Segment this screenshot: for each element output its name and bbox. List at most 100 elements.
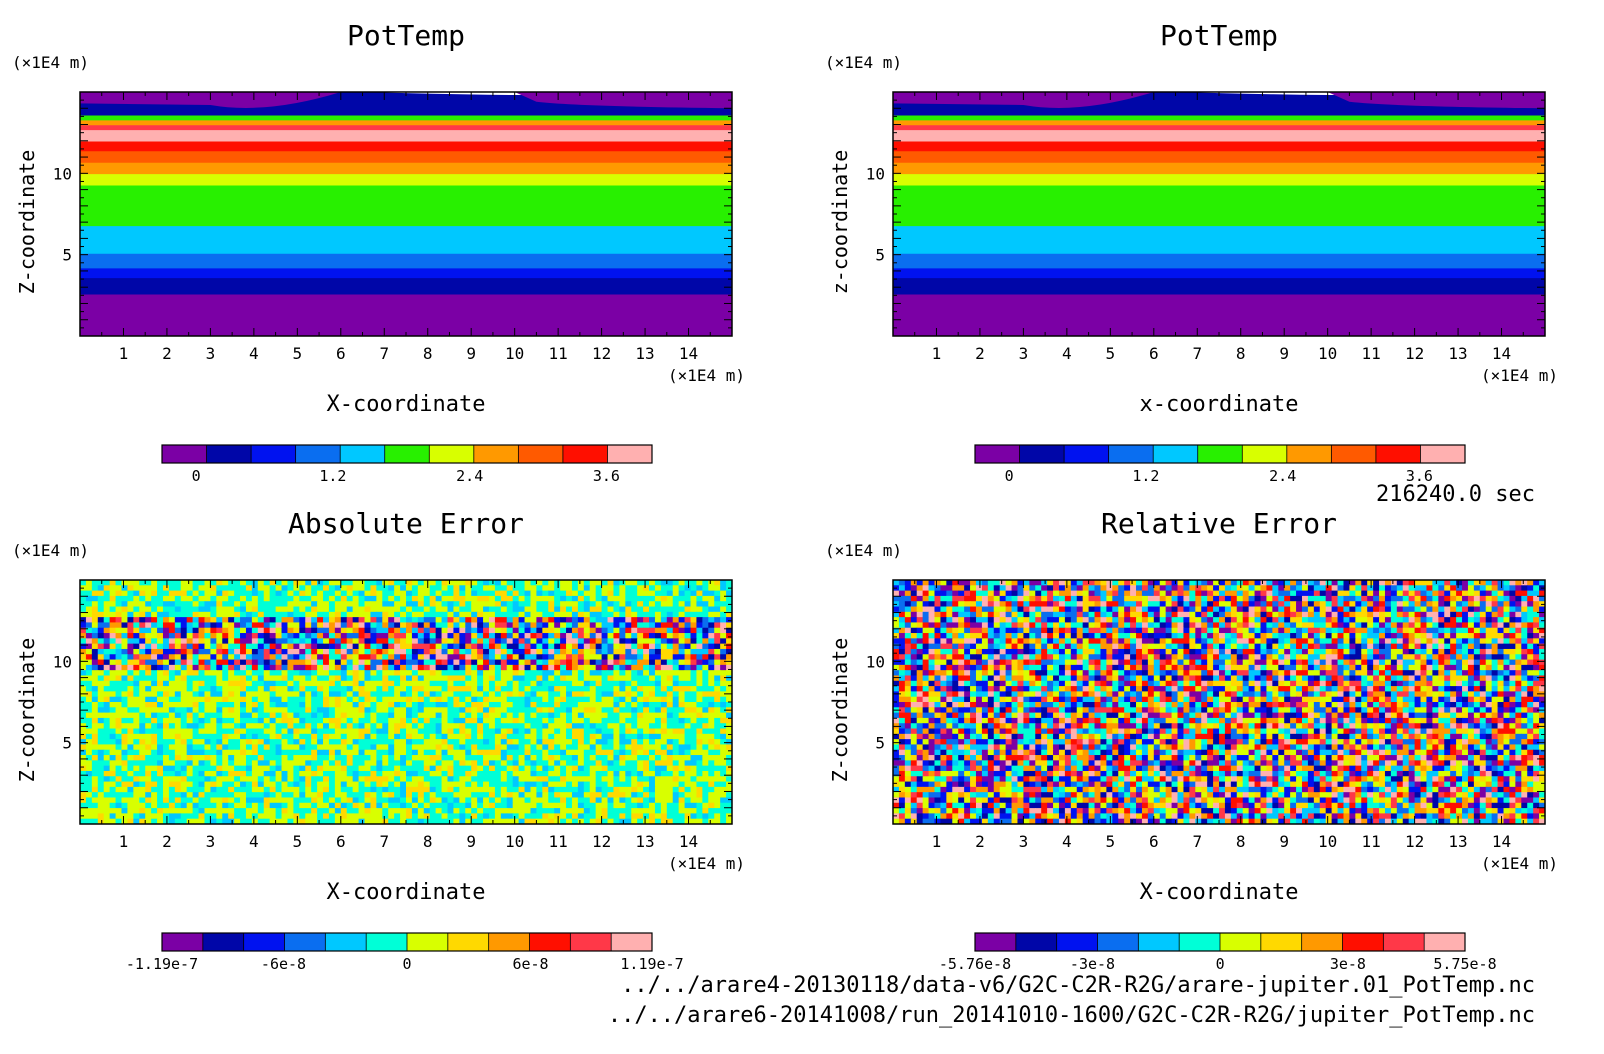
field-cell	[317, 702, 324, 708]
field-cell	[696, 622, 703, 629]
field-cell	[358, 680, 366, 687]
field-cell	[299, 585, 306, 592]
field-cell	[512, 585, 520, 592]
field-cell	[619, 755, 626, 761]
field-cell	[512, 749, 520, 756]
field-cell	[198, 633, 206, 639]
field-cell	[477, 643, 484, 650]
field-cell	[595, 633, 603, 639]
field-cell	[394, 723, 401, 730]
field-cell	[536, 691, 543, 698]
field-cell	[488, 776, 496, 783]
field-cell	[577, 633, 585, 639]
field-cell	[257, 643, 265, 650]
field-cell	[625, 585, 632, 592]
field-cell	[530, 648, 537, 655]
field-cell	[180, 675, 188, 682]
field-cell	[299, 680, 306, 687]
field-cell	[263, 617, 271, 624]
field-cell	[601, 664, 609, 671]
field-cell	[714, 633, 721, 639]
field-cell	[577, 675, 585, 682]
field-cell	[245, 601, 253, 608]
field-cell	[684, 744, 692, 751]
field-cell	[97, 595, 105, 602]
field-cell	[607, 686, 615, 692]
field-cell	[281, 744, 289, 751]
field-cell	[423, 760, 431, 767]
field-cell	[323, 617, 330, 624]
field-cell	[477, 797, 484, 804]
field-cell	[411, 664, 419, 671]
field-cell	[305, 580, 312, 586]
field-cell	[358, 627, 366, 634]
field-cell	[429, 696, 437, 703]
field-cell	[577, 749, 585, 756]
field-cell	[459, 755, 466, 761]
field-cell	[601, 686, 609, 692]
field-cell	[245, 776, 253, 783]
field-cell	[536, 633, 543, 639]
field-cell	[382, 648, 389, 655]
field-cell	[566, 622, 573, 629]
field-cell	[678, 717, 686, 724]
field-cell	[228, 585, 235, 592]
field-cell	[281, 702, 289, 708]
field-cell	[192, 733, 200, 740]
field-cell	[275, 797, 283, 804]
field-cell	[459, 595, 466, 602]
field-cell	[80, 659, 87, 666]
field-cell	[85, 654, 93, 661]
colorbar-frame	[974, 444, 1466, 464]
field-cell	[625, 580, 632, 586]
field-cell	[423, 601, 431, 608]
field-cell	[583, 611, 591, 618]
field-cell	[364, 654, 372, 661]
field-cell	[157, 786, 164, 793]
field-cell	[441, 611, 449, 618]
field-cell	[151, 686, 158, 692]
field-cell	[174, 590, 182, 597]
field-cell	[554, 659, 561, 666]
x-tick-label: 3	[1019, 344, 1029, 363]
field-cell	[714, 590, 721, 597]
field-cell	[109, 654, 117, 661]
field-cell	[103, 670, 111, 677]
field-cell	[364, 723, 372, 730]
field-cell	[435, 648, 443, 655]
field-cell	[275, 728, 283, 735]
field-cell	[204, 696, 211, 703]
field-cell	[151, 733, 158, 740]
field-cell	[281, 638, 289, 645]
field-cell	[512, 770, 520, 777]
field-cell	[91, 617, 99, 624]
field-cell	[619, 617, 626, 624]
field-cell	[222, 648, 229, 655]
field-cell	[234, 580, 241, 586]
field-cell	[571, 712, 579, 719]
field-cell	[139, 686, 146, 692]
field-cell	[323, 691, 330, 698]
field-cell	[180, 717, 188, 724]
field-cell	[115, 606, 123, 613]
field-cell	[376, 686, 383, 692]
field-cell	[483, 595, 490, 602]
field-cell	[228, 659, 235, 666]
field-cell	[139, 664, 146, 671]
field-cell	[589, 606, 597, 613]
field-cell	[157, 601, 164, 608]
field-cell	[726, 643, 732, 650]
field-cell	[269, 797, 277, 804]
field-cell	[370, 611, 377, 618]
field-cell	[406, 622, 413, 629]
field-cell	[477, 675, 484, 682]
field-cell	[453, 664, 460, 671]
field-cell	[127, 792, 134, 799]
field-cell	[406, 755, 413, 761]
field-cell	[571, 686, 579, 692]
field-cell	[649, 733, 656, 740]
field-cell	[334, 739, 342, 746]
field-cell	[423, 670, 431, 677]
field-cell	[240, 760, 247, 767]
field-cell	[720, 580, 727, 586]
